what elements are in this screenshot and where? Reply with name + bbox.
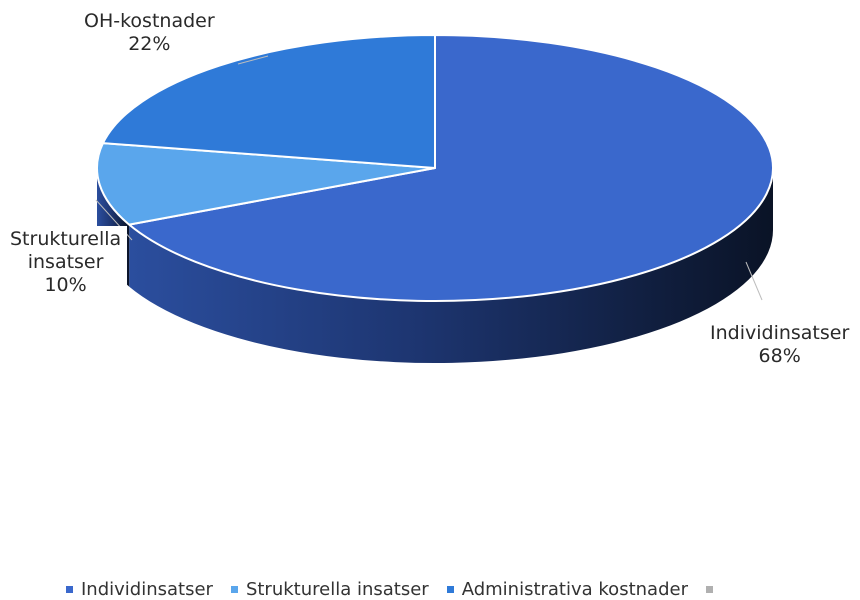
- legend-label: Individinsatser: [81, 578, 213, 600]
- legend-item: Administrativa kostnader: [446, 578, 688, 600]
- legend-item: [705, 585, 721, 593]
- legend-swatch: [66, 585, 73, 593]
- legend-item: Individinsatser: [66, 579, 213, 600]
- legend-label: Administrativa kostnader: [461, 578, 688, 600]
- slice-label-individinsatser: Individinsatser: [710, 322, 850, 344]
- pie-slice-administrativa-kostnader: [101, 34, 436, 169]
- legend-swatch: [446, 585, 454, 593]
- pie-side-wall: [129, 168, 773, 363]
- slice-label-administrativa: OH-kostnader: [84, 10, 215, 32]
- leader-line: [237, 55, 269, 65]
- data-label-individinsatser: Individinsatser 68%: [704, 320, 856, 370]
- slice-value-administrativa: 22%: [128, 33, 171, 55]
- data-label-administrativa: OH-kostnader 22%: [78, 8, 221, 58]
- pie-slice-individinsatser: [128, 34, 774, 302]
- pie-top-group: [96, 34, 774, 302]
- slice-value-individinsatser: 68%: [758, 345, 801, 367]
- pie-slice-strukturella-insatser: [96, 142, 436, 226]
- legend-item: Strukturella insatser: [230, 578, 429, 600]
- chart-legend: Individinsatser Strukturella insatser Ad…: [66, 578, 826, 600]
- data-label-strukturella: Strukturella insatser 10%: [4, 226, 128, 299]
- legend-label: Strukturella insatser: [245, 578, 429, 600]
- slice-label-strukturella: Strukturella insatser: [10, 228, 122, 273]
- legend-swatch: [230, 585, 238, 593]
- legend-swatch: [705, 585, 713, 593]
- slice-value-strukturella: 10%: [44, 274, 87, 296]
- leader-line: [745, 261, 763, 301]
